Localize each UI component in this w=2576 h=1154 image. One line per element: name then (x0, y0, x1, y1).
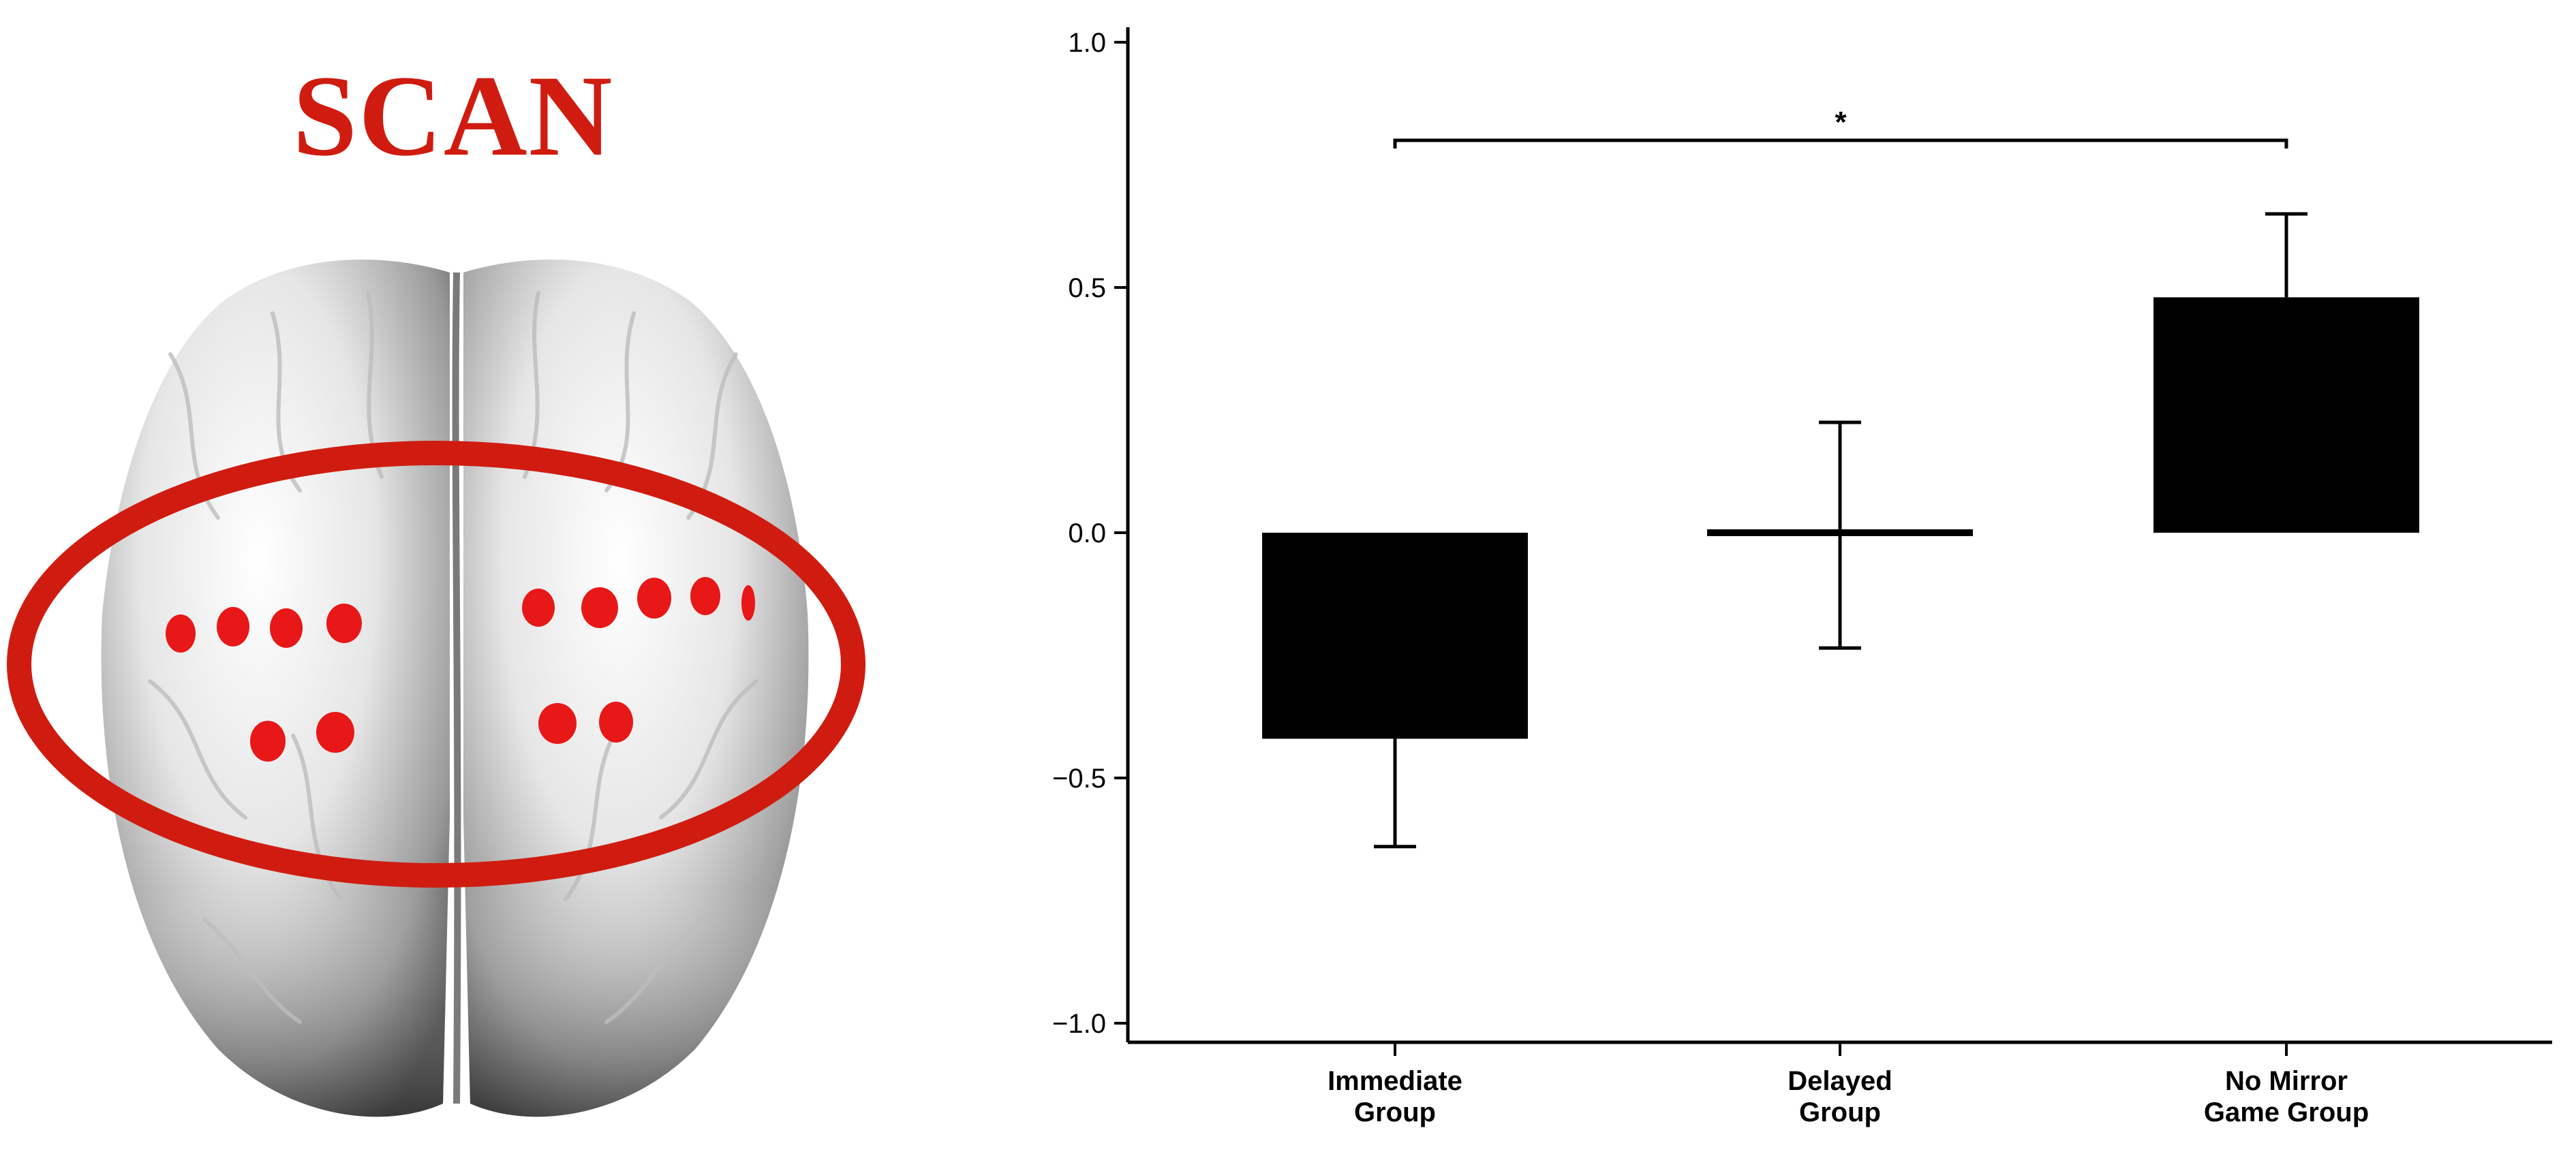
chart-bars (1262, 297, 2419, 739)
bar (2153, 297, 2419, 533)
electrode-dot (217, 607, 249, 646)
electrode-dot (250, 721, 286, 762)
y-axis-ticks: 1.0 0.5 0.0 −0.5 −1.0 (1052, 28, 1128, 1039)
scan-region-ellipse (7, 441, 865, 888)
electrode-markers (166, 577, 755, 762)
significance-bracket (1393, 138, 2288, 149)
x-category-label: No Mirror Game Group (2204, 1066, 2369, 1127)
y-tick-label: −1.0 (1052, 1009, 1106, 1039)
electrode-dot (522, 589, 555, 627)
electrode-dot (326, 604, 362, 643)
electrode-dot (316, 712, 354, 753)
electrode-dot (270, 608, 303, 648)
x-category-label-line: Group (1799, 1097, 1881, 1127)
bar (1262, 533, 1528, 739)
electrode-dot (538, 703, 577, 744)
electrode-dot (741, 585, 755, 621)
significance-label: * (1835, 106, 1847, 139)
x-category-label-line: Game Group (2204, 1097, 2369, 1127)
x-category-label-line: Delayed (1788, 1066, 1892, 1096)
brain-illustration (7, 259, 865, 1117)
y-tick-label: 0.5 (1068, 273, 1106, 303)
electrode-dot (581, 587, 618, 628)
significance-annotation: * (1393, 106, 2288, 149)
x-category-label: Immediate Group (1328, 1066, 1462, 1127)
electrode-dot (599, 702, 633, 743)
x-category-label-line: Immediate (1328, 1066, 1462, 1096)
x-category-label-line: Group (1354, 1097, 1436, 1127)
midline-fissure (452, 272, 461, 1104)
chart-error-bars (1374, 212, 2307, 849)
brain-title: SCAN (292, 52, 614, 180)
y-tick-label: 0.0 (1068, 518, 1106, 548)
y-tick-label: −0.5 (1052, 764, 1106, 794)
x-category-label: Delayed Group (1788, 1066, 1892, 1127)
electrode-dot (690, 577, 720, 615)
y-tick-label: 1.0 (1068, 28, 1106, 58)
brain-panel: SCAN (0, 0, 900, 1154)
electrode-dot (637, 578, 671, 619)
x-category-label-line: No Mirror (2225, 1066, 2348, 1096)
electrode-dot (166, 614, 196, 653)
